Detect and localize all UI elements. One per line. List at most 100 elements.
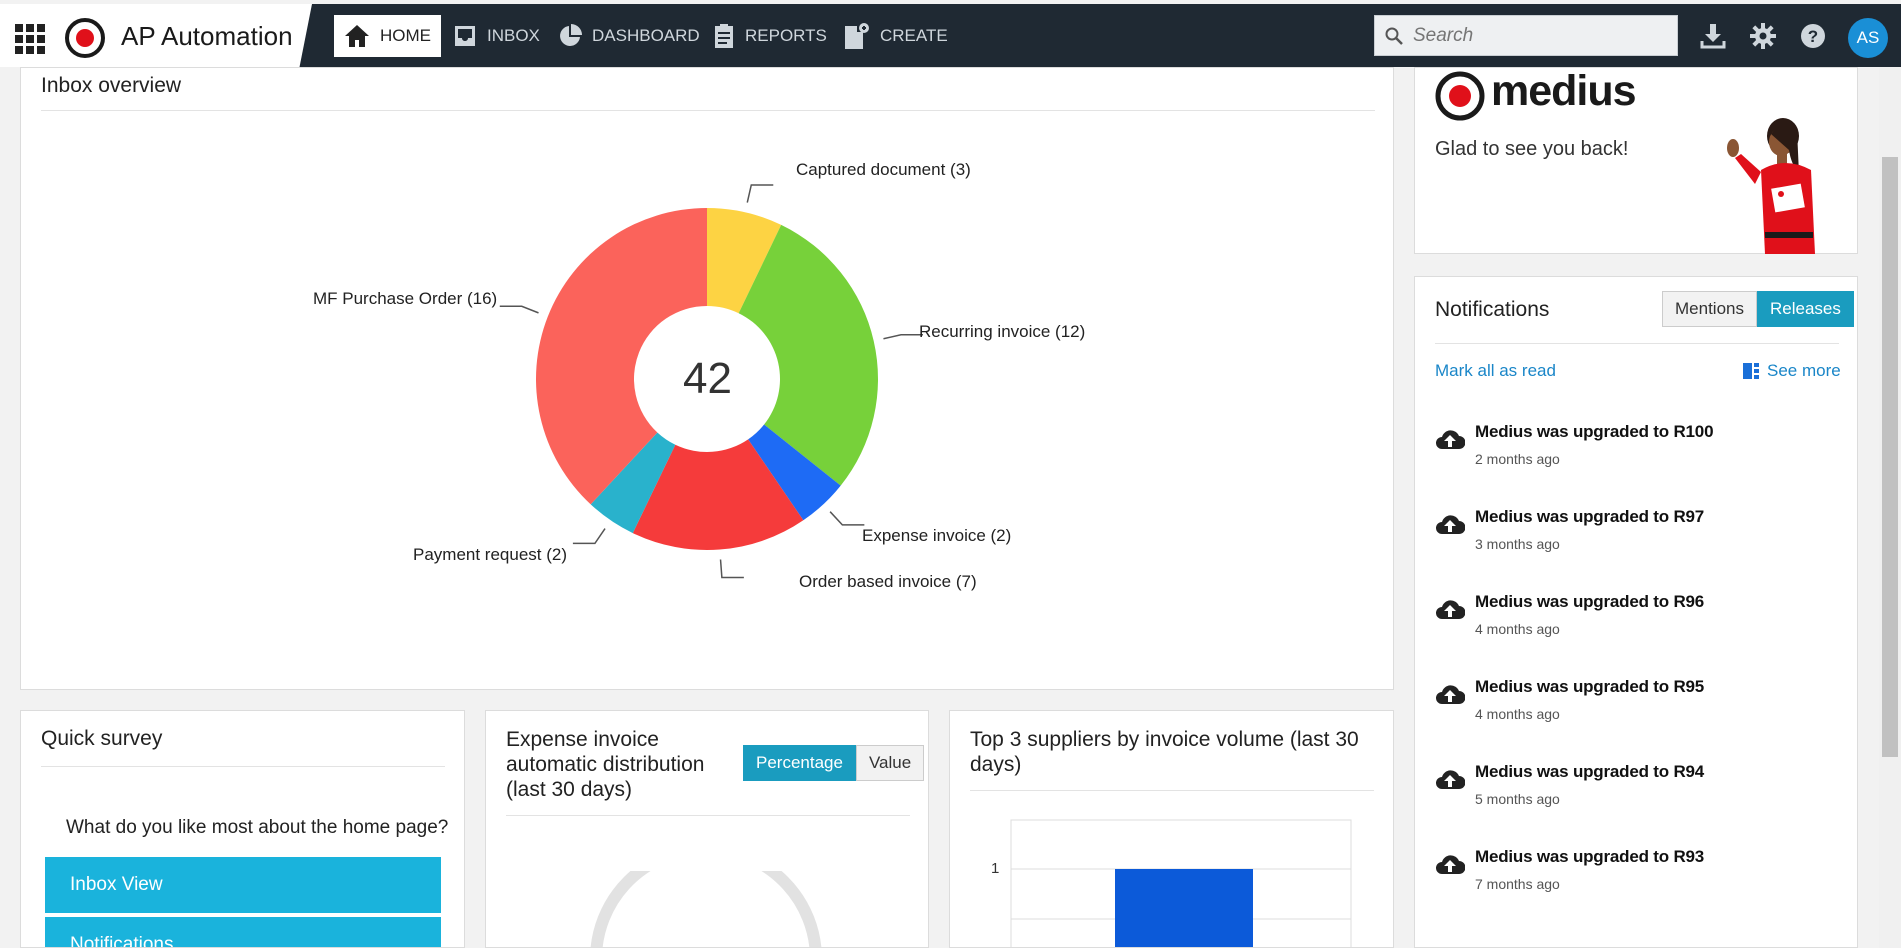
top-suppliers-card: Top 3 suppliers by invoice volume (last … [949, 710, 1394, 948]
notification-time: 2 months ago [1475, 451, 1560, 467]
cloud-upload-icon [1436, 770, 1465, 789]
notification-item[interactable]: Medius was upgraded to R96 4 months ago [1435, 592, 1835, 652]
y-axis-tick: 1 [991, 860, 1000, 877]
tab-releases[interactable]: Releases [1756, 291, 1854, 327]
nav-create-label: CREATE [880, 26, 948, 45]
notification-item[interactable]: Medius was upgraded to R100 2 months ago [1435, 422, 1835, 482]
notification-item[interactable]: Medius was upgraded to R93 7 months ago [1435, 847, 1835, 907]
list-icon [1743, 363, 1759, 379]
notification-item[interactable]: Medius was upgraded to R95 4 months ago [1435, 677, 1835, 737]
cloud-upload-icon [1436, 685, 1465, 704]
page-scrollbar[interactable] [1879, 67, 1901, 948]
notifications-card: Notifications Mentions Releases Mark all… [1414, 276, 1858, 948]
pie-slice-order-based-invoice [632, 439, 804, 550]
label-expense-invoice: Expense invoice (2) [862, 526, 1012, 545]
notification-title: Medius was upgraded to R95 [1475, 677, 1705, 696]
medius-logo-icon [1435, 71, 1485, 121]
tab-mentions[interactable]: Mentions [1662, 291, 1757, 327]
distribution-ring-chart [590, 871, 822, 947]
download-icon[interactable] [1700, 23, 1726, 49]
inbox-overview-card: Inbox overview 42 Captured document (3) … [20, 67, 1394, 690]
see-more-label: See more [1767, 361, 1841, 380]
notifications-tabs: Mentions Releases [1662, 291, 1854, 327]
label-payment-request: Payment request (2) [413, 545, 568, 564]
brand-area [0, 4, 312, 67]
quick-survey-card: Quick survey What do you like most about… [20, 710, 465, 948]
notification-time: 4 months ago [1475, 706, 1560, 722]
medius-logo-icon[interactable] [65, 18, 105, 58]
notification-title: Medius was upgraded to R94 [1475, 762, 1705, 781]
pie-slice-recurring-invoice [738, 224, 878, 486]
notification-time: 4 months ago [1475, 621, 1560, 637]
scrollbar-thumb[interactable] [1882, 157, 1898, 757]
divider [41, 110, 1375, 111]
label-mf-purchase-order: MF Purchase Order (16) [313, 289, 498, 308]
inbox-total-count: 42 [683, 354, 732, 403]
survey-option-notifications[interactable]: Notifications [45, 917, 441, 947]
nav-home-label: HOME [380, 26, 431, 45]
expense-distribution-title: Expense invoice automatic distribution (… [506, 728, 705, 801]
nav-dashboard[interactable]: DASHBOARD [548, 15, 710, 57]
welcome-message: Glad to see you back! [1435, 138, 1629, 160]
nav-reports-label: REPORTS [745, 26, 827, 45]
top-suppliers-title: Top 3 suppliers by invoice volume (last … [970, 728, 1359, 776]
notification-time: 7 months ago [1475, 876, 1560, 892]
welcome-illustration [1727, 118, 1815, 254]
nav-reports[interactable]: REPORTS [703, 15, 837, 57]
nav-home[interactable]: HOME [334, 15, 441, 57]
notification-title: Medius was upgraded to R93 [1475, 847, 1705, 866]
home-icon [345, 25, 369, 47]
welcome-card: medius Glad to see you back! [1414, 67, 1858, 254]
mark-all-read-link[interactable]: Mark all as read [1435, 361, 1556, 380]
notification-time: 3 months ago [1475, 536, 1560, 552]
notifications-title: Notifications [1435, 298, 1550, 321]
pie-slice-payment-request [590, 432, 676, 534]
supplier-bar [1115, 869, 1253, 947]
gear-icon[interactable] [1750, 23, 1776, 49]
search-input[interactable] [1411, 23, 1661, 48]
cloud-upload-icon [1436, 430, 1465, 449]
pie-chart-icon [560, 24, 582, 46]
pie-leader-line [829, 511, 865, 526]
inbox-icon [455, 26, 475, 46]
pie-leader-line [499, 305, 539, 314]
nav-dashboard-label: DASHBOARD [592, 26, 700, 45]
pie-slice-mf-purchase-order [536, 208, 707, 505]
label-recurring-invoice: Recurring invoice (12) [919, 322, 1086, 341]
help-icon[interactable]: ? [1800, 23, 1826, 49]
top-suppliers-bar-chart [1010, 819, 1352, 947]
pie-leader-line [719, 559, 744, 579]
app-name[interactable]: AP Automation [121, 21, 293, 51]
value-button[interactable]: Value [855, 745, 925, 781]
divider [1435, 343, 1839, 344]
search-icon [1385, 27, 1403, 45]
divider [506, 815, 910, 816]
divider [970, 790, 1374, 791]
pie-slice-expense-invoice [748, 424, 841, 521]
notification-title: Medius was upgraded to R96 [1475, 592, 1705, 611]
see-more-link[interactable]: See more [1743, 361, 1841, 381]
inbox-overview-title: Inbox overview [41, 74, 182, 97]
notification-time: 5 months ago [1475, 791, 1560, 807]
cloud-upload-icon [1436, 515, 1465, 534]
svg-text:?: ? [1808, 27, 1818, 46]
user-avatar[interactable]: AS [1848, 18, 1888, 58]
app-launcher-icon[interactable] [15, 24, 45, 54]
notification-item[interactable]: Medius was upgraded to R97 3 months ago [1435, 507, 1835, 567]
label-order-based-invoice: Order based invoice (7) [799, 572, 977, 591]
inbox-donut-chart[interactable] [21, 68, 1395, 691]
notification-item[interactable]: Medius was upgraded to R94 5 months ago [1435, 762, 1835, 822]
pie-slice-captured-document [707, 208, 782, 314]
percentage-button[interactable]: Percentage [743, 745, 856, 781]
nav-create[interactable]: CREATE [834, 15, 958, 57]
notification-title: Medius was upgraded to R97 [1475, 507, 1705, 526]
nav-inbox-label: INBOX [487, 26, 540, 45]
clipboard-icon [715, 24, 733, 48]
nav-inbox[interactable]: INBOX [443, 15, 550, 57]
distribution-toggle: Percentage Value [743, 745, 925, 781]
survey-question: What do you like most about the home pag… [66, 817, 449, 838]
divider [41, 766, 445, 767]
search-box[interactable] [1374, 15, 1678, 56]
top-bar: AP Automation HOME INBOX DASHBOARD REPOR… [0, 4, 1901, 67]
survey-option-inbox-view[interactable]: Inbox View [45, 857, 441, 913]
